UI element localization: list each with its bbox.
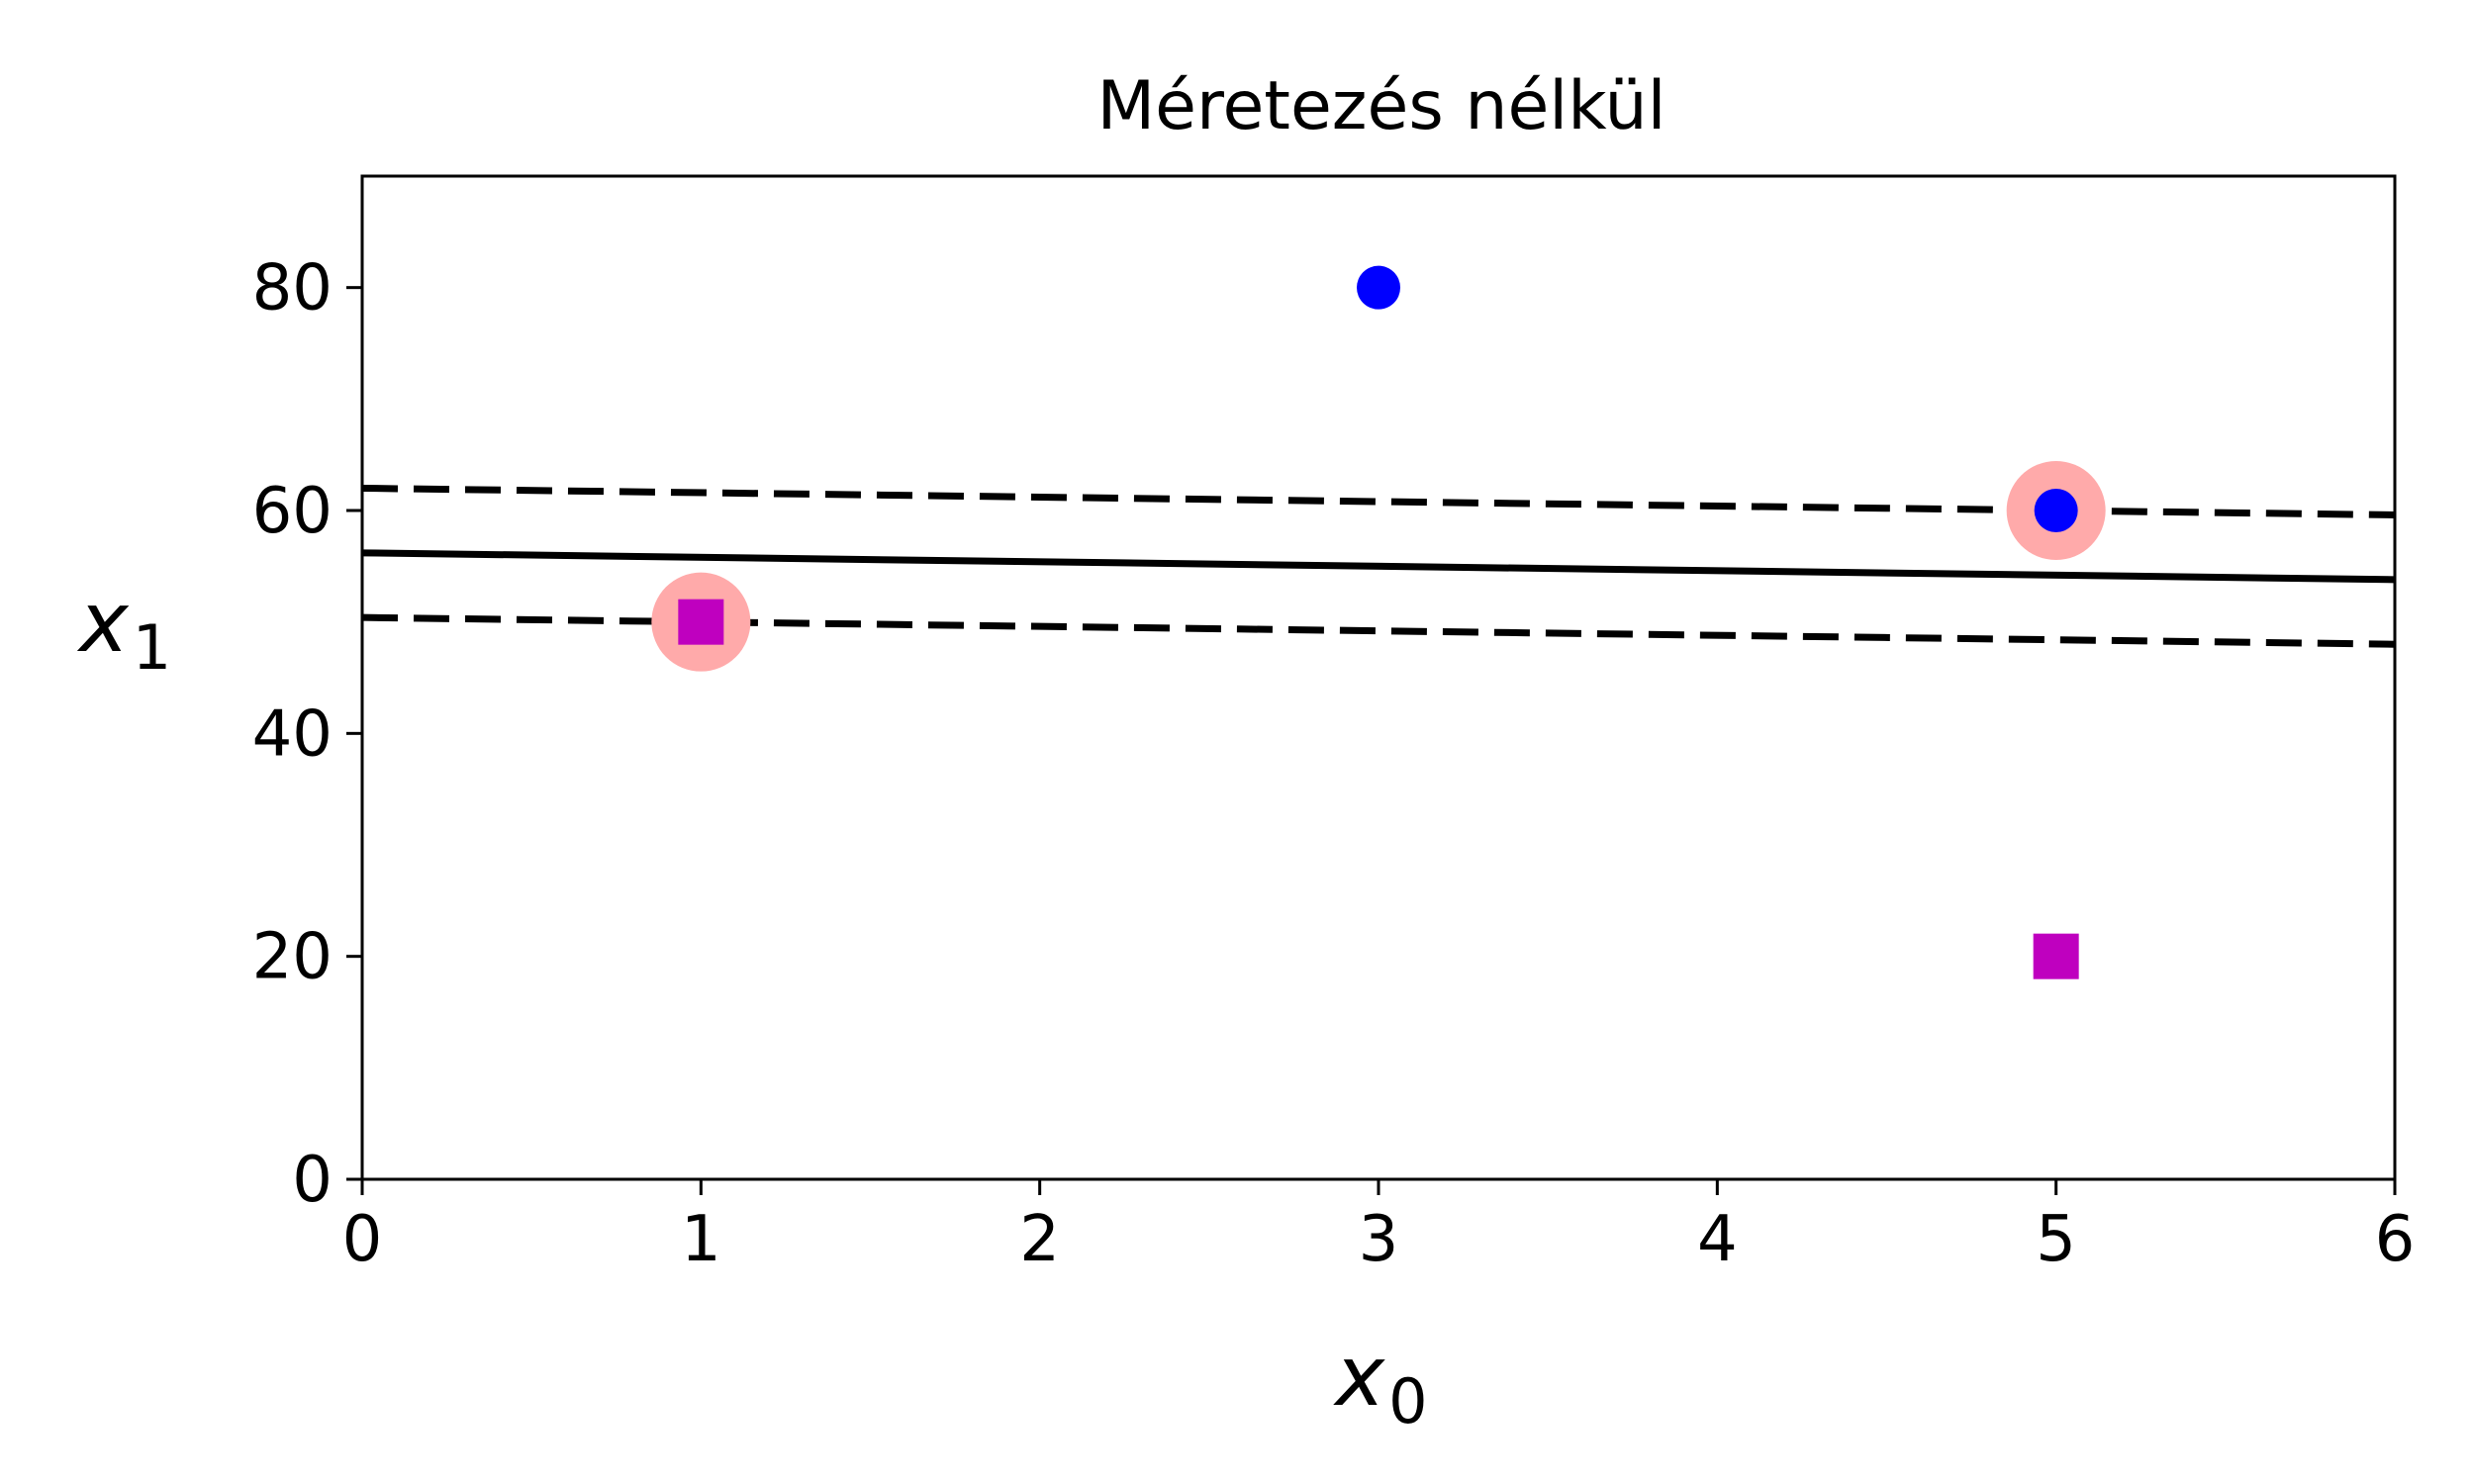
x-tick-label: 6 bbox=[2375, 1203, 2416, 1276]
x-tick-label: 1 bbox=[681, 1203, 721, 1276]
x-tick-label: 3 bbox=[1359, 1203, 1399, 1276]
y-axis-title-base: x bbox=[76, 574, 130, 671]
x-tick-label: 2 bbox=[1019, 1203, 1060, 1276]
x-axis-title-base: x bbox=[1332, 1328, 1385, 1425]
y-tick-label: 0 bbox=[292, 1144, 333, 1217]
margin-line-1 bbox=[362, 484, 2395, 519]
decision-boundary-line bbox=[362, 549, 2395, 584]
y-axis-title: x1 bbox=[76, 574, 171, 684]
x-tick-label: 4 bbox=[1697, 1203, 1738, 1276]
chart-title: Méretezés nélkül bbox=[1097, 67, 1666, 145]
y-tick-label: 40 bbox=[252, 697, 333, 771]
x-tick-label: 0 bbox=[342, 1203, 383, 1276]
y-axis-title-sub: 1 bbox=[133, 611, 171, 684]
x-axis-title: x0 bbox=[1332, 1328, 1427, 1438]
data-point-square-4 bbox=[2033, 933, 2079, 979]
data-point-circle-1 bbox=[1357, 265, 1400, 310]
plot-frame bbox=[360, 174, 2397, 1181]
x-tick-label: 5 bbox=[2036, 1203, 2076, 1276]
data-point-square-3 bbox=[678, 599, 724, 645]
y-tick-label: 20 bbox=[252, 921, 333, 994]
data-point-circle-2 bbox=[2034, 489, 2078, 532]
y-tick-label: 60 bbox=[252, 475, 333, 548]
y-tick-label: 80 bbox=[252, 252, 333, 325]
x-axis-title-sub: 0 bbox=[1388, 1365, 1427, 1438]
